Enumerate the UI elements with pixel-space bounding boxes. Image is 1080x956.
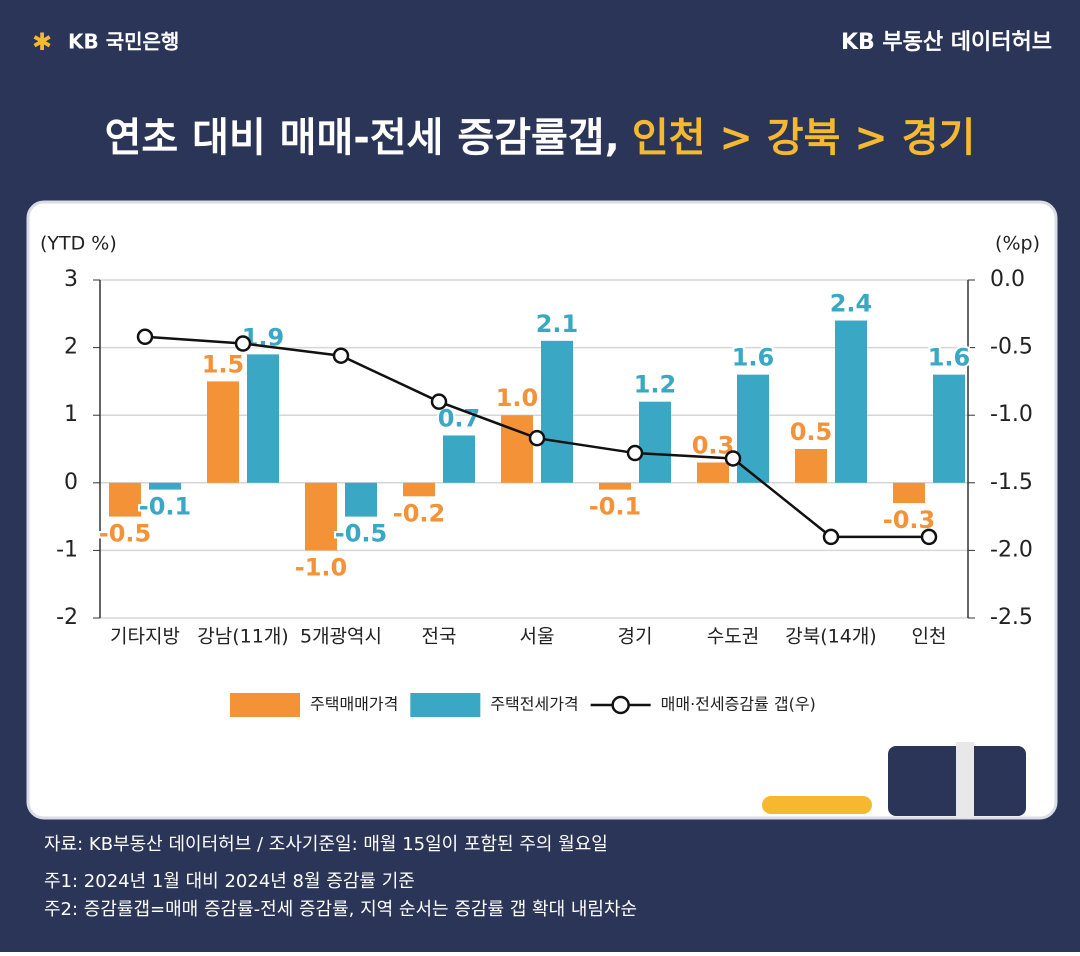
legend-label: 주택전세가격: [490, 695, 578, 714]
value-label: -0.1: [139, 493, 191, 521]
bar: [305, 482, 337, 551]
x-tick-label: 5개광역시: [300, 626, 382, 648]
bar: [345, 482, 377, 517]
bar: [149, 482, 181, 490]
value-label: -0.5: [99, 520, 151, 548]
bar: [697, 462, 729, 483]
y-tick-label: -1: [56, 537, 78, 562]
brand: KB 국민은행: [68, 30, 179, 54]
note: 주1: 2024년 1월 대비 2024년 8월 증감률 기준: [44, 871, 415, 892]
value-label: -0.5: [335, 520, 387, 548]
y-tick-label: 3: [64, 267, 78, 292]
x-tick-label: 수도권: [707, 626, 759, 648]
x-tick-label: 전국: [422, 626, 457, 648]
y-axis-label: (YTD %): [40, 233, 117, 255]
bar: [933, 374, 965, 483]
value-label: 1.2: [634, 371, 677, 399]
bar: [599, 482, 631, 490]
decor-pill: [762, 796, 872, 814]
value-label: -0.2: [393, 499, 445, 527]
x-tick-label: 강남(11개): [197, 626, 288, 648]
bar: [835, 320, 867, 483]
value-label: 1.5: [202, 350, 245, 378]
y-tick-label: 2: [64, 335, 78, 360]
y2-tick-label: -0.5: [990, 335, 1033, 360]
value-label: 1.6: [732, 344, 775, 372]
note: 자료: KB부동산 데이터허브 / 조사기준일: 매월 15일이 포함된 주의 …: [44, 834, 608, 855]
value-label: 1.0: [496, 384, 539, 412]
value-label: -0.1: [589, 493, 641, 521]
gap-point: [822, 528, 840, 546]
bar: [109, 482, 141, 517]
hub: KB 부동산 데이터허브: [841, 30, 1052, 55]
bar: [247, 354, 279, 483]
x-tick-label: 경기: [618, 626, 653, 648]
gap-point: [136, 328, 154, 346]
value-label: 2.4: [830, 290, 873, 318]
bar: [893, 482, 925, 504]
y2-tick-label: -1.5: [990, 470, 1033, 495]
gap-point: [528, 429, 546, 447]
y2-tick-label: -1.0: [990, 402, 1033, 427]
title: 연초 대비 매매-전세 증감률갭, 인천 > 강북 > 경기: [105, 115, 976, 161]
gap-point: [234, 335, 252, 352]
bar: [541, 340, 573, 483]
x-tick-label: 강북(14개): [785, 626, 876, 648]
bar: [403, 482, 435, 497]
value-label: 0.5: [790, 418, 833, 446]
bar: [207, 381, 239, 483]
x-tick-label: 서울: [520, 626, 555, 648]
decor-strip: [956, 742, 974, 818]
value-label: -1.0: [295, 553, 347, 581]
gap-point: [724, 450, 742, 467]
y2-tick-label: 0.0: [990, 267, 1025, 292]
x-tick-label: 기타지방: [110, 626, 180, 648]
title-main: 연초 대비 매매-전세 증감률갭,: [105, 115, 620, 161]
legend-swatch: [410, 693, 481, 717]
gap-point: [920, 528, 938, 546]
bar: [639, 401, 671, 483]
gap-point: [430, 393, 448, 410]
x-tick-label: 인천: [912, 626, 947, 648]
brand-logo: ✱: [32, 28, 52, 56]
gap-point: [332, 347, 350, 364]
legend-label: 주택매매가격: [310, 695, 398, 714]
bar: [795, 449, 827, 483]
y2-axis-label: (%p): [995, 233, 1040, 255]
legend-swatch: [230, 693, 300, 717]
y2-tick-label: -2.5: [990, 605, 1033, 630]
legend-marker: [611, 695, 630, 715]
y-tick-label: 0: [64, 470, 78, 495]
y-tick-label: -2: [56, 605, 78, 630]
value-label: 1.6: [928, 344, 971, 372]
legend-label: 매매·전세증감률 갭(우): [661, 695, 816, 714]
y-tick-label: 1: [64, 402, 78, 427]
card: [26, 200, 1058, 820]
bar: [443, 435, 475, 483]
note: 주2: 증감률갭=매매 증감률-전세 증감률, 지역 순서는 증감률 갭 확대 …: [44, 899, 637, 920]
gap-point: [626, 444, 644, 462]
value-label: 2.1: [536, 310, 579, 338]
y2-tick-label: -2.0: [990, 537, 1033, 562]
title-highlight: 인천 > 강북 > 경기: [632, 115, 976, 161]
